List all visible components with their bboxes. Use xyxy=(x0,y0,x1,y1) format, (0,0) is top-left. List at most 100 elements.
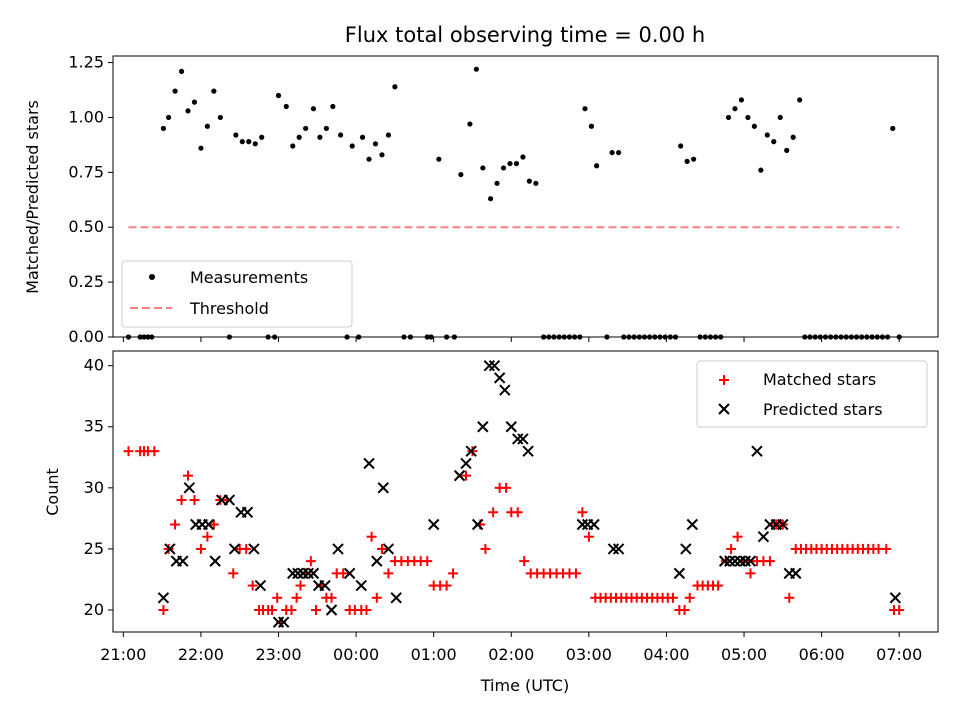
bottom-y-tick-label: 30 xyxy=(84,478,104,497)
measurement-point xyxy=(233,132,239,138)
bottom-x-tick-label: 03:00 xyxy=(566,645,612,664)
matched-star-point xyxy=(291,592,302,603)
measurement-point xyxy=(616,149,622,156)
measurement-point xyxy=(436,156,442,162)
predicted-star-point xyxy=(427,518,440,531)
predicted-star-point xyxy=(460,457,472,470)
measurement-point xyxy=(204,123,210,129)
measurement-point xyxy=(160,125,167,132)
predicted-star-point xyxy=(177,555,189,567)
predicted-star-point xyxy=(157,592,170,604)
matched-star-point xyxy=(461,470,472,481)
predicted-star-point xyxy=(248,543,260,555)
predicted-star-point xyxy=(493,372,506,384)
matched-star-point xyxy=(149,446,160,457)
matched-star-point xyxy=(183,470,193,481)
predicted-star-point xyxy=(718,555,731,567)
predicted-star-point xyxy=(522,445,534,457)
bottom-legend: Matched stars Predicted stars xyxy=(696,360,928,428)
matched-star-point xyxy=(286,605,297,616)
bottom-y-tick-label: 20 xyxy=(84,600,104,619)
bottom-x-tick-label: 01:00 xyxy=(411,645,457,664)
measurement-point xyxy=(751,123,757,129)
measurement-point xyxy=(458,171,464,178)
bottom-axes-frame xyxy=(112,350,939,633)
bottom-x-tick-label: 00:00 xyxy=(333,645,379,664)
predicted-star-point xyxy=(254,579,267,592)
measurement-point xyxy=(359,134,366,140)
matched-star-point xyxy=(208,519,219,530)
measurement-point xyxy=(310,106,317,112)
top-y-tick-label: 0.50 xyxy=(68,217,104,236)
predicted-star-point xyxy=(751,445,763,457)
matched-star-point xyxy=(583,531,594,542)
measurement-point xyxy=(473,66,479,72)
measurement-point xyxy=(317,134,323,140)
predicted-star-point xyxy=(302,567,314,580)
matched-star-point xyxy=(376,543,387,554)
predicted-star-point xyxy=(287,567,299,580)
matched-star-point xyxy=(295,580,306,591)
predicted-star-point xyxy=(164,543,176,555)
predicted-star-point xyxy=(889,592,902,604)
predicted-star-point xyxy=(209,555,221,567)
predicted-star-point xyxy=(734,555,746,567)
top-y-tick-label: 0.75 xyxy=(68,162,104,181)
bottom-x-tick-label: 05:00 xyxy=(721,645,767,664)
bottom-legend-box xyxy=(696,360,928,428)
predicted-star-point xyxy=(576,518,589,531)
measurement-point xyxy=(323,125,329,132)
legend-predicted-label: Predicted stars xyxy=(763,400,883,419)
matched-star-point xyxy=(202,531,213,542)
matched-star-point xyxy=(366,531,377,542)
predicted-star-point xyxy=(325,604,338,616)
measurement-point xyxy=(507,160,513,167)
predicted-star-point xyxy=(505,421,517,433)
measurement-point xyxy=(520,154,526,160)
measurement-point xyxy=(372,141,379,147)
predicted-star-point xyxy=(223,494,236,506)
measurement-point xyxy=(890,125,896,132)
bottom-panel: 20 25 30 35 40 21:00 22:00 23:00 00:00 01:00 02:0… xyxy=(43,350,939,695)
measurement-point xyxy=(172,88,178,94)
measurement-point xyxy=(283,103,289,110)
predicted-star-point xyxy=(607,543,620,555)
measurement-point xyxy=(684,158,690,164)
matched-star-point xyxy=(519,556,530,567)
measurement-point xyxy=(500,165,507,171)
matched-star-point xyxy=(267,605,278,616)
measurement-point xyxy=(758,167,764,173)
measurement-point xyxy=(467,121,473,127)
predicted-star-point xyxy=(390,592,402,604)
predicted-star-point xyxy=(673,567,686,580)
bottom-y-tick-label: 40 xyxy=(84,356,104,375)
matched-star-point xyxy=(241,543,252,554)
predicted-star-point xyxy=(277,616,290,628)
predicted-star-point xyxy=(382,543,395,555)
predicted-star-point xyxy=(355,579,367,592)
measurement-point xyxy=(784,147,790,153)
bottom-x-tick-label: 02:00 xyxy=(488,645,534,664)
measurement-point xyxy=(738,97,745,103)
matched-star-point xyxy=(764,556,775,567)
predicted-star-point xyxy=(483,359,496,372)
legend-matched-label: Matched stars xyxy=(763,370,876,389)
matched-star-point xyxy=(311,605,322,616)
predicted-star-point xyxy=(724,555,736,567)
predicted-star-point xyxy=(228,543,241,555)
bottom-y-axis-label: Count xyxy=(43,468,62,516)
matched-star-point xyxy=(480,543,491,554)
measurement-point xyxy=(790,134,796,140)
matched-star-point xyxy=(361,605,372,616)
predicted-star-point xyxy=(297,567,309,580)
measurement-point xyxy=(745,114,751,121)
top-legend-box xyxy=(121,260,353,328)
top-y-axis-label: Matched/Predicted stars xyxy=(23,100,42,294)
measurement-point xyxy=(166,114,172,121)
matched-star-point xyxy=(577,507,588,518)
measurement-point xyxy=(330,103,336,110)
matched-star-point xyxy=(176,495,187,506)
measurement-point xyxy=(290,143,296,149)
predicted-star-point xyxy=(729,555,741,567)
bottom-y-tick-label: 35 xyxy=(84,417,104,436)
